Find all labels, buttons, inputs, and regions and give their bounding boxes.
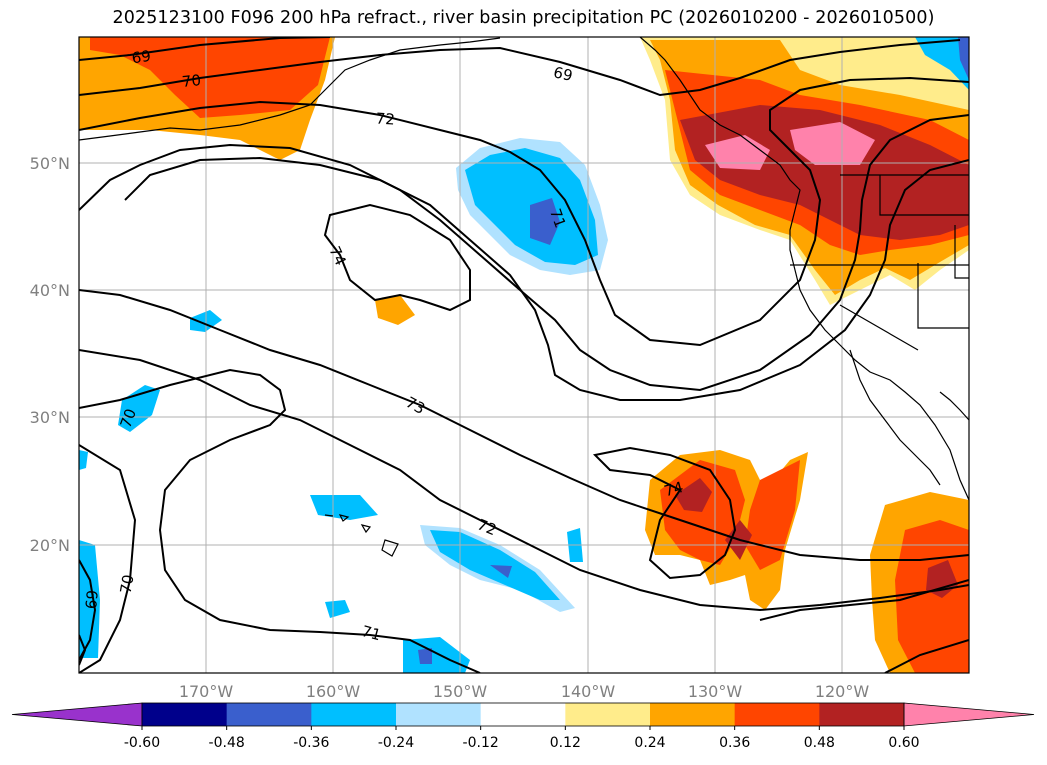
colorbar-tick-label: -0.48 xyxy=(209,735,245,751)
precip-shading-baja xyxy=(870,492,969,673)
contour-label-69: 69 xyxy=(552,63,574,85)
lon-label-120w: 120°W xyxy=(815,682,870,701)
colorbar-segment xyxy=(480,703,566,726)
colorbar-tick-label: 0.24 xyxy=(634,735,665,751)
colorbar-segment xyxy=(226,703,312,726)
contour-label-74: 74 xyxy=(662,478,685,500)
contour-label-70: 70 xyxy=(181,71,202,91)
map-title: 2025123100 F096 200 hPa refract., river … xyxy=(112,8,935,28)
precip-shading-subtropical xyxy=(375,295,808,610)
colorbar-segment xyxy=(396,703,482,726)
colorbar-segment xyxy=(142,703,228,726)
lon-label-140w: 140°W xyxy=(561,682,616,701)
colorbar-tick-label: 0.48 xyxy=(804,735,835,751)
lon-label-170w: 170°W xyxy=(179,682,234,701)
colorbar-segment xyxy=(565,703,651,726)
contour-label-72: 72 xyxy=(375,109,395,128)
lon-label-130w: 130°W xyxy=(688,682,743,701)
contour-label-71: 71 xyxy=(360,622,383,644)
colorbar: -0.60 -0.48 -0.36 -0.24 -0.12 0.12 0.24 0.36 0.4… xyxy=(11,702,1035,751)
colorbar-tick-label: -0.12 xyxy=(463,735,499,751)
precip-shading-negative xyxy=(79,37,969,673)
colorbar-tick-label: -0.36 xyxy=(293,735,329,751)
contour-label-70: 70 xyxy=(117,406,140,430)
lon-label-160w: 160°W xyxy=(306,682,361,701)
map-frame xyxy=(78,36,970,674)
colorbar-segment xyxy=(311,703,397,726)
colorbar-segment xyxy=(734,703,820,726)
colorbar-tick-label: -0.24 xyxy=(378,735,414,751)
colorbar-tick-label: 0.36 xyxy=(719,735,750,751)
lon-label-150w: 150°W xyxy=(433,682,488,701)
colorbar-tick-label: -0.60 xyxy=(124,735,160,751)
lat-label-20: 20°N xyxy=(30,536,70,555)
map-content: 69 70 72 69 74 71 73 70 72 74 70 69 71 xyxy=(79,37,969,673)
colorbar-segment xyxy=(819,703,905,726)
colorbar-tick-label: 0.60 xyxy=(888,735,919,751)
contour-label-70: 70 xyxy=(117,573,138,595)
colorbar-extend-low xyxy=(11,702,143,727)
lon-tick-labels: 170°W 160°W 150°W 140°W 130°W 120°W xyxy=(179,682,870,701)
lat-label-30: 30°N xyxy=(30,408,70,427)
colorbar-segment xyxy=(650,703,736,726)
gridlines xyxy=(79,37,969,673)
colorbar-frame xyxy=(141,702,905,727)
refractivity-contours xyxy=(79,37,969,673)
colorbar-extend-high xyxy=(903,702,1035,727)
lat-label-40: 40°N xyxy=(30,281,70,300)
lat-label-50: 50°N xyxy=(30,154,70,173)
colorbar-tick-label: 0.12 xyxy=(550,735,581,751)
contour-label-71: 71 xyxy=(546,206,569,230)
lat-tick-labels: 50°N 40°N 30°N 20°N xyxy=(30,154,70,555)
contour-label-69: 69 xyxy=(131,47,152,67)
contour-label-69: 69 xyxy=(82,589,102,610)
coastlines xyxy=(79,37,969,557)
contour-label-72: 72 xyxy=(475,515,499,539)
